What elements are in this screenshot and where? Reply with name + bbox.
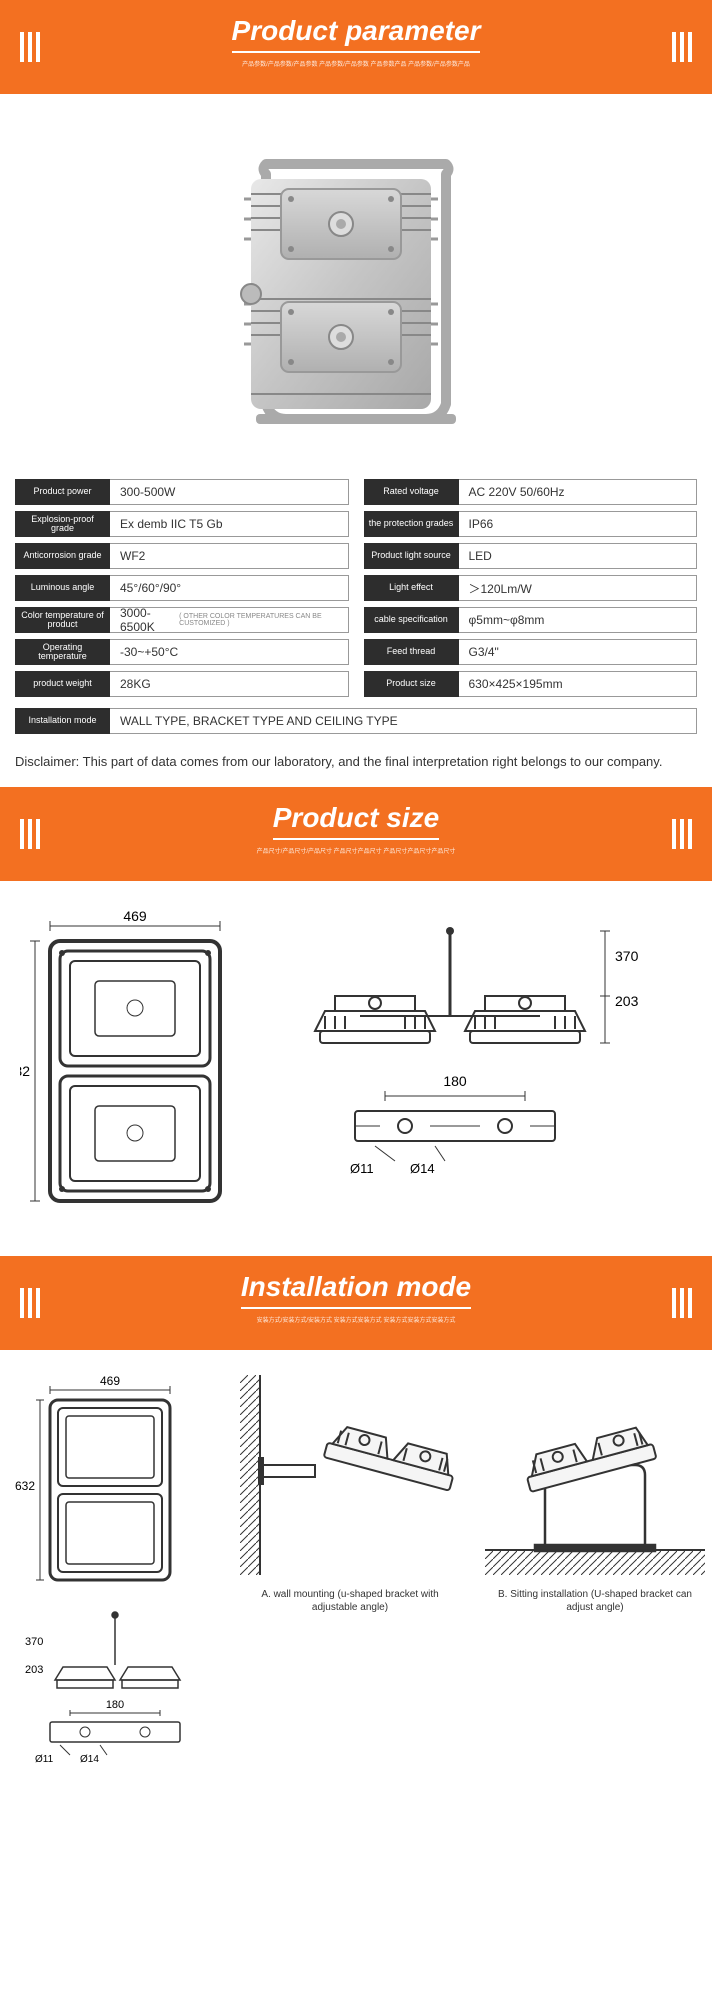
dim-w2: 469	[100, 1375, 120, 1388]
spec-label: Product size	[364, 671, 459, 697]
install-caption-a: A. wall mounting (u-shaped bracket with …	[240, 1588, 460, 1614]
spec-value: 3000-6500K( OTHER COLOR TEMPERATURES CAN…	[110, 607, 349, 633]
spec-table: Product power300-500WExplosion-proof gra…	[0, 469, 712, 708]
spec-label: Operating temperature	[15, 639, 110, 665]
spec-value: LED	[459, 543, 698, 569]
spec-label: Rated voltage	[364, 479, 459, 505]
dim-width: 469	[123, 911, 147, 924]
dim-180: 180	[106, 1699, 124, 1711]
banner-subtitle: 产品尺寸/产品尺寸/产品尺寸 产品尺寸产品尺寸 产品尺寸产品尺寸产品尺寸	[166, 848, 546, 856]
spec-label: Light effect	[364, 575, 459, 601]
side-view-diagram: 370 203 180 Ø11 Ø14	[275, 911, 692, 1196]
spec-label: cable specification	[364, 607, 459, 633]
dim-height: 632	[20, 1063, 30, 1079]
banner-install: Installation mode 安装方式/安装方式/安装方式 安装方式安装方…	[0, 1256, 712, 1350]
spec-label: Installation mode	[15, 708, 110, 734]
spec-value: ＞120Lm/W	[459, 575, 698, 601]
installation-section: 469 632 370 203	[0, 1350, 712, 1855]
product-image	[0, 94, 712, 469]
dim-d1b: Ø11	[35, 1754, 54, 1765]
banner-title: Product size	[273, 802, 439, 840]
bars-icon	[672, 32, 692, 62]
banner-subtitle: 安装方式/安装方式/安装方式 安装方式安装方式 安装方式安装方式安装方式	[166, 1317, 546, 1325]
spec-value: Ex demb IIC T5 Gb	[110, 511, 349, 537]
spec-label: Anticorrosion grade	[15, 543, 110, 569]
spec-label: Feed thread	[364, 639, 459, 665]
bars-icon	[20, 32, 40, 62]
spec-value: -30~+50°C	[110, 639, 349, 665]
dim-d2b: Ø14	[80, 1754, 99, 1765]
banner-title: Product parameter	[232, 15, 481, 53]
spec-value: AC 220V 50/60Hz	[459, 479, 698, 505]
install-caption-b: B. Sitting installation (U-shaped bracke…	[485, 1588, 705, 1614]
spec-col-left: Product power300-500WExplosion-proof gra…	[15, 479, 349, 703]
dimensions-section: 469 632	[0, 881, 712, 1256]
dim-d1: Ø11	[350, 1161, 374, 1176]
spec-col-right: Rated voltageAC 220V 50/60Hzthe protecti…	[364, 479, 698, 703]
install-sitting-diagram: B. Sitting installation (U-shaped bracke…	[485, 1375, 705, 1614]
install-wall-diagram: A. wall mounting (u-shaped bracket with …	[240, 1375, 460, 1614]
spec-value: 45°/60°/90°	[110, 575, 349, 601]
spec-label: Product power	[15, 479, 110, 505]
spec-full-row: Installation mode WALL TYPE, BRACKET TYP…	[0, 708, 712, 745]
dim-base-w: 180	[443, 1073, 467, 1089]
bars-icon	[672, 1288, 692, 1318]
spec-label: Explosion-proof grade	[15, 511, 110, 537]
dim-side-h1: 370	[615, 948, 639, 964]
banner-title: Installation mode	[241, 1271, 471, 1309]
spec-value: 300-500W	[110, 479, 349, 505]
spec-label: the protection grades	[364, 511, 459, 537]
bars-icon	[20, 819, 40, 849]
spec-label: product weight	[15, 671, 110, 697]
spec-value: G3/4"	[459, 639, 698, 665]
spec-value: WF2	[110, 543, 349, 569]
dim-370: 370	[25, 1636, 43, 1648]
spec-value: 630×425×195mm	[459, 671, 698, 697]
spec-label: Color temperature of product	[15, 607, 110, 633]
dim-203: 203	[25, 1664, 43, 1676]
spec-value: IP66	[459, 511, 698, 537]
front-view-diagram: 469 632	[20, 911, 240, 1216]
banner-parameter: Product parameter 产品参数/产品参数/产品参数 产品参数/产品…	[0, 0, 712, 94]
spec-value: WALL TYPE, BRACKET TYPE AND CEILING TYPE	[110, 708, 697, 734]
banner-size: Product size 产品尺寸/产品尺寸/产品尺寸 产品尺寸产品尺寸 产品尺…	[0, 787, 712, 881]
banner-subtitle: 产品参数/产品参数/产品参数 产品参数/产品参数 产品参数产品 产品参数/产品参…	[166, 61, 546, 69]
install-dims-diagram: 469 632 370 203	[15, 1375, 215, 1800]
spec-value: φ5mm~φ8mm	[459, 607, 698, 633]
bars-icon	[20, 1288, 40, 1318]
dim-side-h2: 203	[615, 993, 639, 1009]
spec-label: Product light source	[364, 543, 459, 569]
spec-label: Luminous angle	[15, 575, 110, 601]
spec-value: 28KG	[110, 671, 349, 697]
dim-h2: 632	[15, 1479, 35, 1493]
disclaimer-text: Disclaimer: This part of data comes from…	[0, 745, 712, 786]
bars-icon	[672, 819, 692, 849]
dim-d2: Ø14	[410, 1161, 435, 1176]
